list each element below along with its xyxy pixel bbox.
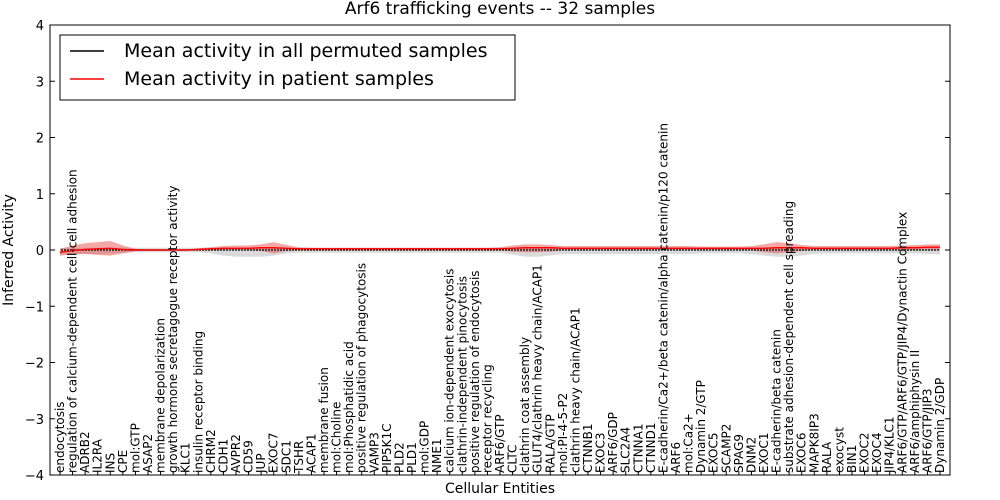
category-label: JUP [254, 453, 268, 474]
category-label: mol:GTP [128, 423, 142, 473]
category-label: EXOC7 [267, 433, 281, 474]
category-label: EXOC1 [757, 433, 771, 474]
category-label: exocyst [832, 427, 846, 473]
legend: Mean activity in all permuted samples Mea… [59, 34, 516, 101]
category-label: mol:Ca2+ [682, 413, 696, 473]
chart-title: Arf6 trafficking events -- 32 samples [345, 0, 655, 19]
category-label: ACAP1 [304, 434, 318, 473]
category-label: membrane fusion [317, 367, 331, 473]
category-label: CTNNB1 [581, 423, 595, 473]
x-axis-label: Cellular Entities [445, 481, 555, 497]
category-label: growth hormone secretagogue receptor act… [166, 186, 180, 473]
y-tick-label: −4 [25, 469, 44, 484]
category-label: mol:Phosphatidic acid [342, 341, 356, 473]
category-label: insulin receptor binding [191, 331, 205, 473]
category-label: CHRM2 [204, 429, 218, 473]
category-label: DNM2 [744, 437, 758, 473]
category-label: ARF6/amphiphysin II [908, 350, 922, 473]
category-label: mol:GDP [418, 421, 432, 473]
y-tick-label: 1 [36, 188, 44, 203]
category-label: CLTC [506, 445, 520, 473]
category-label: EXOC2 [858, 433, 872, 474]
category-label: EXOC4 [870, 433, 884, 474]
category-label: mol:Choline [330, 402, 344, 473]
line-series-2 [59, 246, 940, 253]
y-tick-label: 4 [36, 19, 44, 34]
y-tick-label: 0 [36, 244, 44, 259]
category-label: VAMP3 [367, 432, 381, 473]
category-label: endocytosis [53, 401, 67, 473]
category-label: clathrin-independent pinocytosis [455, 276, 469, 473]
category-label: ADRB2 [78, 431, 92, 473]
category-label: INS [103, 453, 117, 473]
series-lines [59, 246, 940, 253]
category-label: ARF6/GTP [493, 414, 507, 473]
category-label: ARF6/GTP/JIP3 [920, 388, 934, 473]
y-ticks: −4 −3 −2 −1 0 1 2 3 4 [25, 19, 950, 484]
category-label: calcium ion-dependent exocytosis [443, 269, 457, 474]
category-label: ARF6/GDP [606, 412, 620, 473]
category-label: E-cadherin/beta catenin [770, 329, 784, 473]
category-label: membrane depolarization [154, 318, 168, 473]
category-label: mol:PI-4-5-P2 [556, 393, 570, 473]
category-label: positive regulation of phagocytosis [355, 263, 369, 473]
legend-box [59, 34, 516, 101]
category-label: RALA/GTP [543, 414, 557, 473]
category-label: GLUT4/clathrin heavy chain/ACAP1 [531, 264, 545, 473]
category-label: clathrin heavy chain/ACAP1 [568, 307, 582, 473]
category-label: receptor recycling [480, 364, 494, 473]
category-label: ARF6/GTP/ARF6/GTP/JIP4/Dynactin Complex [895, 212, 909, 473]
category-label: SLC2A4 [619, 427, 633, 473]
category-label: SCAMP2 [719, 424, 733, 473]
category-label: CTNNA1 [631, 423, 645, 473]
category-label: EXOC6 [795, 433, 809, 474]
category-label: CDH1 [216, 439, 230, 473]
y-tick-label: −3 [25, 413, 44, 428]
category-label: Dynamin 2/GTP [694, 380, 708, 473]
category-label: ASAP2 [141, 434, 155, 473]
category-label: Dynamin 2/GDP [933, 378, 947, 473]
category-label: ARF6 [669, 442, 683, 473]
category-label: positive regulation of endocytosis [468, 270, 482, 473]
category-label: PLD1 [405, 442, 419, 473]
category-label: CTNND1 [644, 422, 658, 473]
category-label: regulation of calcium-dependent cell-cel… [66, 169, 80, 473]
y-tick-label: −2 [25, 357, 44, 372]
category-label: EXOC3 [594, 433, 608, 474]
y-tick-label: 2 [36, 132, 44, 147]
category-label: MAPK8IP3 [807, 413, 821, 473]
category-label: SDC1 [279, 440, 293, 473]
category-label: clathrin coat assembly [518, 337, 532, 473]
legend-label-2: Mean activity in patient samples [124, 68, 434, 90]
category-label: BIN1 [845, 445, 859, 473]
category-label: PIP5K1C [380, 423, 394, 473]
category-label: AVPR2 [229, 434, 243, 473]
category-label: CD59 [242, 440, 256, 473]
y-tick-label: −1 [25, 300, 44, 315]
category-label: EXOC5 [707, 433, 721, 474]
category-label: KLC1 [179, 442, 193, 473]
y-axis-label: Inferred Activity [1, 194, 17, 306]
category-label: JIP4/KLC1 [883, 416, 897, 474]
category-label: SPAG9 [732, 434, 746, 473]
category-label: PLD2 [392, 442, 406, 473]
y-tick-label: 3 [36, 75, 44, 90]
category-label: substrate adhesion-dependent cell spread… [782, 201, 796, 473]
category-label: RALA [820, 441, 834, 473]
category-label: E-cadherin/Ca2+/beta catenin/alpha caten… [656, 123, 670, 473]
category-label: NME1 [430, 438, 444, 473]
category-label: TSHR [292, 441, 306, 474]
category-label: IL2RA [91, 438, 105, 473]
legend-label-1: Mean activity in all permuted samples [124, 40, 487, 62]
category-label: CPE [116, 450, 130, 473]
